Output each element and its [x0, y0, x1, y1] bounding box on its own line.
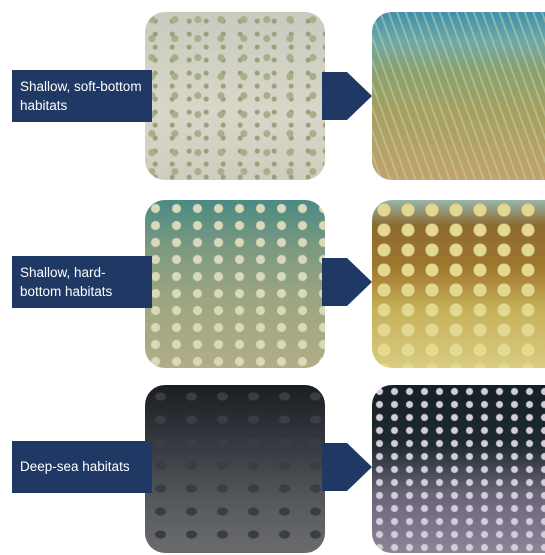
- arrow: [322, 72, 372, 120]
- row: Shallow, hard-bottom habitats: [0, 200, 545, 370]
- row: Deep-sea habitats: [0, 385, 545, 555]
- photo: [145, 385, 325, 553]
- habitat-label: Shallow, hard-bottom habitats: [12, 256, 152, 308]
- photo: [372, 12, 545, 180]
- photo: [372, 385, 545, 553]
- arrow: [322, 258, 372, 306]
- habitat-label: Shallow, soft-bottom habitats: [12, 70, 152, 122]
- photo: [145, 200, 325, 368]
- arrow: [322, 443, 372, 491]
- photo: [372, 200, 545, 368]
- row: Shallow, soft-bottom habitats: [0, 12, 545, 182]
- photo: [145, 12, 325, 180]
- habitat-label: Deep-sea habitats: [12, 441, 152, 493]
